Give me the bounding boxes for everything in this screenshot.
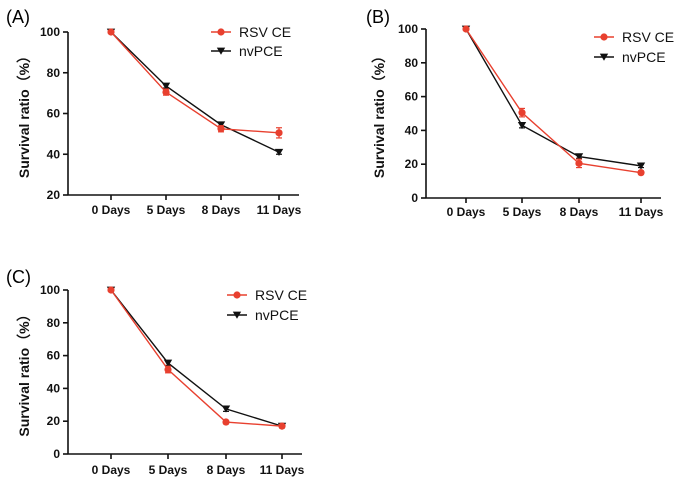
y-tick-label: 100	[398, 22, 418, 36]
legend-marker	[599, 53, 609, 61]
y-tick-label: 60	[405, 90, 419, 104]
legend-marker	[600, 33, 608, 41]
data-point	[637, 169, 645, 177]
panel-label: (B)	[366, 7, 390, 27]
legend-marker	[216, 47, 226, 55]
y-tick-label: 100	[40, 25, 60, 39]
data-point	[274, 148, 284, 156]
x-tick-label: 5 Days	[147, 203, 186, 217]
series-line	[110, 289, 283, 427]
legend-label: RSV CE	[622, 29, 674, 45]
legend-marker	[232, 311, 242, 319]
legend-label: nvPCE	[239, 43, 283, 59]
x-tick-label: 11 Days	[619, 205, 664, 219]
series-line	[465, 28, 642, 174]
chart-panel-2: (B) 0 20 40 60 80 100 0 Days 5 Days 8 Days 11 Days…	[366, 7, 674, 219]
y-tick-label: 60	[47, 107, 61, 121]
data-point	[275, 129, 283, 137]
chart-panel-3: (C) 0 20 40 60 80 100 0 Days 5 Days 8 Days 11 Days…	[6, 267, 307, 477]
y-tick-label: 100	[40, 283, 60, 297]
data-point	[162, 88, 170, 96]
panel-label: (A)	[6, 7, 30, 27]
x-tick-label: 0 Days	[447, 205, 486, 219]
y-tick-label: 20	[405, 157, 419, 171]
y-tick-label: 80	[47, 66, 61, 80]
data-point	[107, 286, 115, 294]
data-point	[221, 405, 231, 413]
y-tick-label: 60	[47, 349, 61, 363]
y-tick-label: 80	[47, 316, 61, 330]
data-point	[163, 359, 173, 367]
legend-label: RSV CE	[255, 287, 307, 303]
x-tick-label: 0 Days	[92, 203, 131, 217]
data-point	[278, 422, 286, 430]
y-tick-label: 80	[405, 56, 419, 70]
y-tick-label: 40	[47, 381, 61, 395]
data-point	[222, 418, 230, 426]
legend: RSV CE nvPCE	[227, 287, 307, 323]
legend-marker	[233, 291, 241, 299]
legend-label: RSV CE	[239, 24, 291, 40]
x-tick-label: 5 Days	[149, 463, 188, 477]
data-point	[574, 153, 584, 161]
x-tick-label: 8 Days	[202, 203, 241, 217]
data-point	[636, 162, 646, 170]
legend-label: nvPCE	[255, 307, 299, 323]
x-tick-label: 8 Days	[207, 463, 246, 477]
y-axis-title: Survival ratio（%）	[16, 307, 32, 436]
series-rsv-ce	[462, 25, 645, 177]
data-point	[462, 25, 470, 33]
data-point	[216, 121, 226, 129]
data-point	[161, 82, 171, 90]
series-nvpce	[461, 25, 646, 170]
series-line	[110, 289, 283, 427]
y-tick-label: 0	[53, 447, 60, 461]
legend-label: nvPCE	[622, 49, 666, 65]
data-point	[107, 28, 115, 36]
y-axis-title: Survival ratio（%）	[16, 49, 32, 178]
y-axis-title: Survival ratio（%）	[371, 49, 387, 178]
series-rsv-ce	[107, 28, 283, 139]
legend: RSV CE nvPCE	[211, 24, 291, 59]
x-tick-label: 11 Days	[260, 463, 305, 477]
legend-marker	[217, 28, 225, 36]
x-tick-label: 5 Days	[503, 205, 542, 219]
data-point	[164, 365, 172, 374]
y-tick-label: 20	[47, 188, 61, 202]
data-point	[518, 109, 526, 117]
panel-label: (C)	[6, 267, 31, 287]
legend: RSV CE nvPCE	[594, 29, 674, 65]
x-tick-label: 0 Days	[92, 463, 131, 477]
data-point	[575, 159, 583, 167]
y-tick-label: 40	[47, 147, 61, 161]
y-tick-label: 40	[405, 123, 419, 137]
y-tick-label: 0	[411, 191, 418, 205]
x-tick-label: 11 Days	[257, 203, 302, 217]
x-tick-label: 8 Days	[560, 205, 599, 219]
series-line	[110, 31, 280, 153]
series-line	[110, 31, 280, 134]
series-rsv-ce	[107, 286, 286, 430]
series-line	[465, 28, 642, 167]
y-tick-label: 20	[47, 414, 61, 428]
chart-panel-1: (A) 20 40 60 80 100 0 Days 5 Days 8 Days 11 Days S…	[6, 7, 302, 217]
data-point	[517, 121, 527, 130]
data-point	[217, 125, 225, 133]
